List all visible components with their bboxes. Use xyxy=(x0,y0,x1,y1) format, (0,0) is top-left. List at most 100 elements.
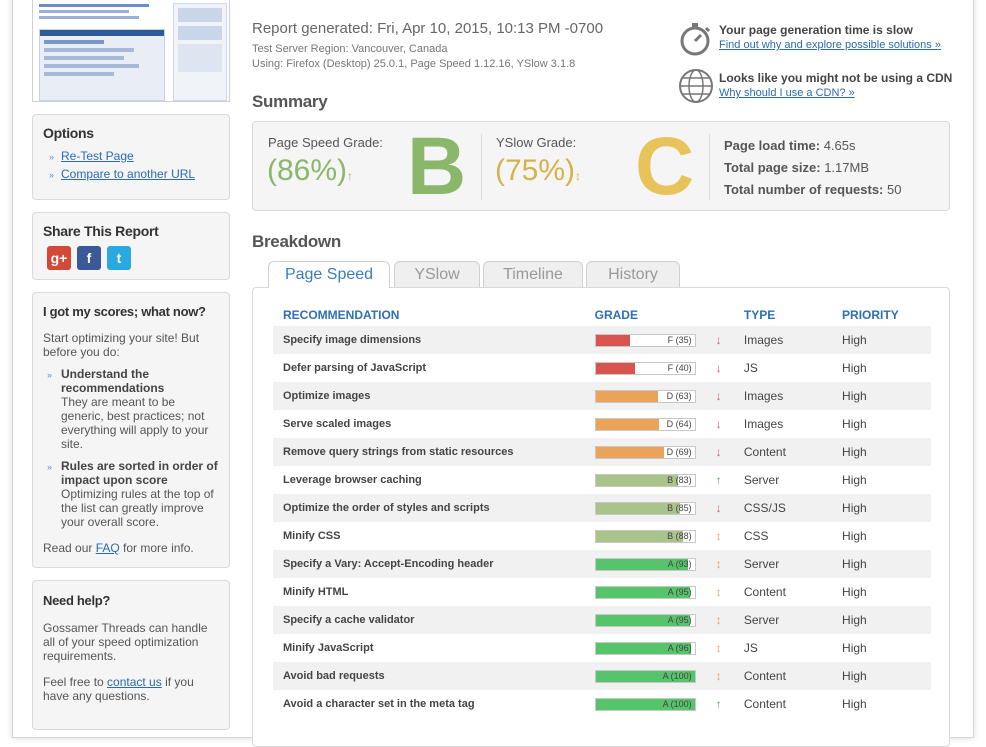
column-grade[interactable]: GRADE xyxy=(594,308,638,322)
table-row[interactable]: Optimize the order of styles and scripts… xyxy=(273,494,931,522)
recommendation-name[interactable]: Avoid a character set in the meta tag xyxy=(283,698,475,710)
table-row[interactable]: Minify HTML A (95) ↕ Content High xyxy=(273,578,931,606)
priority-cell: High xyxy=(842,606,931,634)
grade-cell: D (69) ↓ xyxy=(594,438,744,466)
notice-link[interactable]: Why should I use a CDN? » xyxy=(719,87,855,99)
grade-bar-fill xyxy=(595,670,695,682)
grade-bar-fill xyxy=(595,418,659,430)
notice-link[interactable]: Find out why and explore possible soluti… xyxy=(719,39,941,51)
tip-item: » Understand the recommendations They ar… xyxy=(43,367,221,451)
table-row[interactable]: Specify image dimensions F (35) ↓ Images Hig… xyxy=(273,326,931,354)
compare-url-link[interactable]: » Compare to another URL xyxy=(49,167,196,181)
need-help-box: Need help? Gossamer Threads can handle a… xyxy=(32,580,230,730)
type-cell: CSS/JS xyxy=(743,494,843,522)
grade-label: A (95) xyxy=(667,614,692,625)
table-row[interactable]: Remove query strings from static resourc… xyxy=(273,438,931,466)
grade-cell: F (40) ↓ xyxy=(594,354,744,382)
recommendation-name[interactable]: Specify a cache validator xyxy=(273,606,595,634)
grade-bar: A (93) xyxy=(594,557,696,571)
table-row[interactable]: Specify a cache validator A (95) ↕ Server Hi… xyxy=(273,606,931,634)
table-row[interactable]: Defer parsing of JavaScript F (40) ↓ JS High xyxy=(273,354,931,382)
tab-yslow[interactable]: YSlow xyxy=(394,261,480,287)
down-arrow-icon: ↓ xyxy=(715,333,722,347)
contact-us-link[interactable]: contact us xyxy=(107,675,162,689)
priority-cell: High xyxy=(842,529,867,543)
table-row[interactable]: Serve scaled images D (64) ↓ Images High xyxy=(273,410,931,438)
recommendation-name[interactable]: Avoid bad requests xyxy=(273,662,595,690)
scores-intro: Start optimizing your site! But before y… xyxy=(43,331,200,359)
recommendation-name[interactable]: Optimize images xyxy=(273,382,595,410)
twitter-icon[interactable]: t xyxy=(107,246,131,270)
table-row[interactable]: Minify JavaScript A (96) ↕ JS High xyxy=(273,634,931,662)
priority-cell: High xyxy=(842,326,931,354)
recommendation-name[interactable]: Minify HTML xyxy=(283,586,349,598)
grade-label: A (96) xyxy=(667,642,692,653)
type-cell: Content xyxy=(743,585,786,599)
stat-requests: Total number of requests: 50 xyxy=(724,182,902,197)
recommendation-name[interactable]: Specify image dimensions xyxy=(273,326,595,354)
column-recommendation[interactable]: RECOMMENDATION xyxy=(283,308,400,322)
grade-label: F (40) xyxy=(667,362,692,373)
recommendation-name[interactable]: Minify CSS xyxy=(283,530,341,542)
grade-bar-fill xyxy=(595,474,678,486)
column-type[interactable]: TYPE xyxy=(743,308,776,322)
grade-cell: A (96) ↕ xyxy=(594,634,744,662)
table-row[interactable]: Avoid bad requests A (100) ↕ Content High xyxy=(273,662,931,690)
tip-body: They are meant to be generic, best pract… xyxy=(61,395,209,451)
options-title: Options xyxy=(43,125,94,141)
type-cell: Content xyxy=(743,438,843,466)
priority-cell: High xyxy=(842,438,931,466)
recommendation-name[interactable]: Specify a Vary: Accept-Encoding header xyxy=(273,550,595,578)
grade-cell: A (93) ↕ xyxy=(594,550,744,578)
recommendation-name[interactable]: Leverage browser caching xyxy=(283,474,422,486)
column-priority[interactable]: PRIORITY xyxy=(842,308,899,322)
recommendation-name[interactable]: Serve scaled images xyxy=(283,418,392,430)
type-cell: Content xyxy=(743,662,843,690)
neutral-arrow-icon: ↕ xyxy=(715,641,722,655)
recommendation-name[interactable]: Remove query strings from static resourc… xyxy=(273,438,595,466)
tab-timeline[interactable]: Timeline xyxy=(483,261,583,287)
priority-cell: High xyxy=(842,382,931,410)
grade-bar-fill xyxy=(595,614,690,626)
grade-label: A (95) xyxy=(667,586,692,597)
globe-icon xyxy=(679,69,713,103)
grade-bar: D (63) xyxy=(594,389,696,403)
divider xyxy=(709,134,710,200)
priority-cell: High xyxy=(842,417,867,431)
google-plus-icon[interactable]: g+ xyxy=(47,246,71,270)
recommendation-name[interactable]: Defer parsing of JavaScript xyxy=(283,362,427,374)
neutral-arrow-icon: ↕ xyxy=(715,557,722,571)
grade-bar-fill xyxy=(595,390,658,402)
type-cell: Server xyxy=(743,550,843,578)
grade-bar-fill xyxy=(595,586,690,598)
recommendation-name[interactable]: Optimize the order of styles and scripts xyxy=(273,494,595,522)
tab-history[interactable]: History xyxy=(586,261,680,287)
priority-cell: High xyxy=(842,473,867,487)
table-row[interactable]: Minify CSS B (88) ↕ CSS High xyxy=(273,522,931,550)
priority-cell: High xyxy=(842,641,867,655)
yslow-grade-letter: C xyxy=(635,121,695,212)
recommendation-name[interactable]: Minify JavaScript xyxy=(283,642,374,654)
table-row[interactable]: Optimize images D (63) ↓ Images High xyxy=(273,382,931,410)
grade-bar: A (95) xyxy=(594,585,696,599)
grade-label: D (69) xyxy=(666,446,692,457)
retest-page-link[interactable]: » Re-Test Page xyxy=(49,149,134,163)
grade-label: B (83) xyxy=(667,474,692,485)
down-arrow-icon: ↓ xyxy=(715,389,722,403)
grade-cell: A (100) ↑ xyxy=(594,690,744,718)
type-cell: Server xyxy=(743,606,843,634)
facebook-icon[interactable]: f xyxy=(77,246,101,270)
recommendations-body: Specify image dimensions F (35) ↓ Images Hig… xyxy=(273,326,931,718)
grade-bar: F (35) xyxy=(594,333,696,347)
priority-cell: High xyxy=(842,550,931,578)
recommendations-table: RECOMMENDATION GRADE TYPE PRIORITY Speci… xyxy=(273,304,931,718)
summary-title: Summary xyxy=(252,92,328,111)
faq-link[interactable]: FAQ xyxy=(95,541,120,555)
grade-bar: D (64) xyxy=(594,417,696,431)
neutral-arrow-icon: ↕ xyxy=(715,585,722,599)
table-row[interactable]: Leverage browser caching B (83) ↑ Server Hig… xyxy=(273,466,931,494)
table-row[interactable]: Avoid a character set in the meta tag A (… xyxy=(273,690,931,718)
tab-page-speed[interactable]: Page Speed xyxy=(268,261,390,288)
table-row[interactable]: Specify a Vary: Accept-Encoding header A … xyxy=(273,550,931,578)
yslow-score: (75%)↕ xyxy=(495,154,582,187)
